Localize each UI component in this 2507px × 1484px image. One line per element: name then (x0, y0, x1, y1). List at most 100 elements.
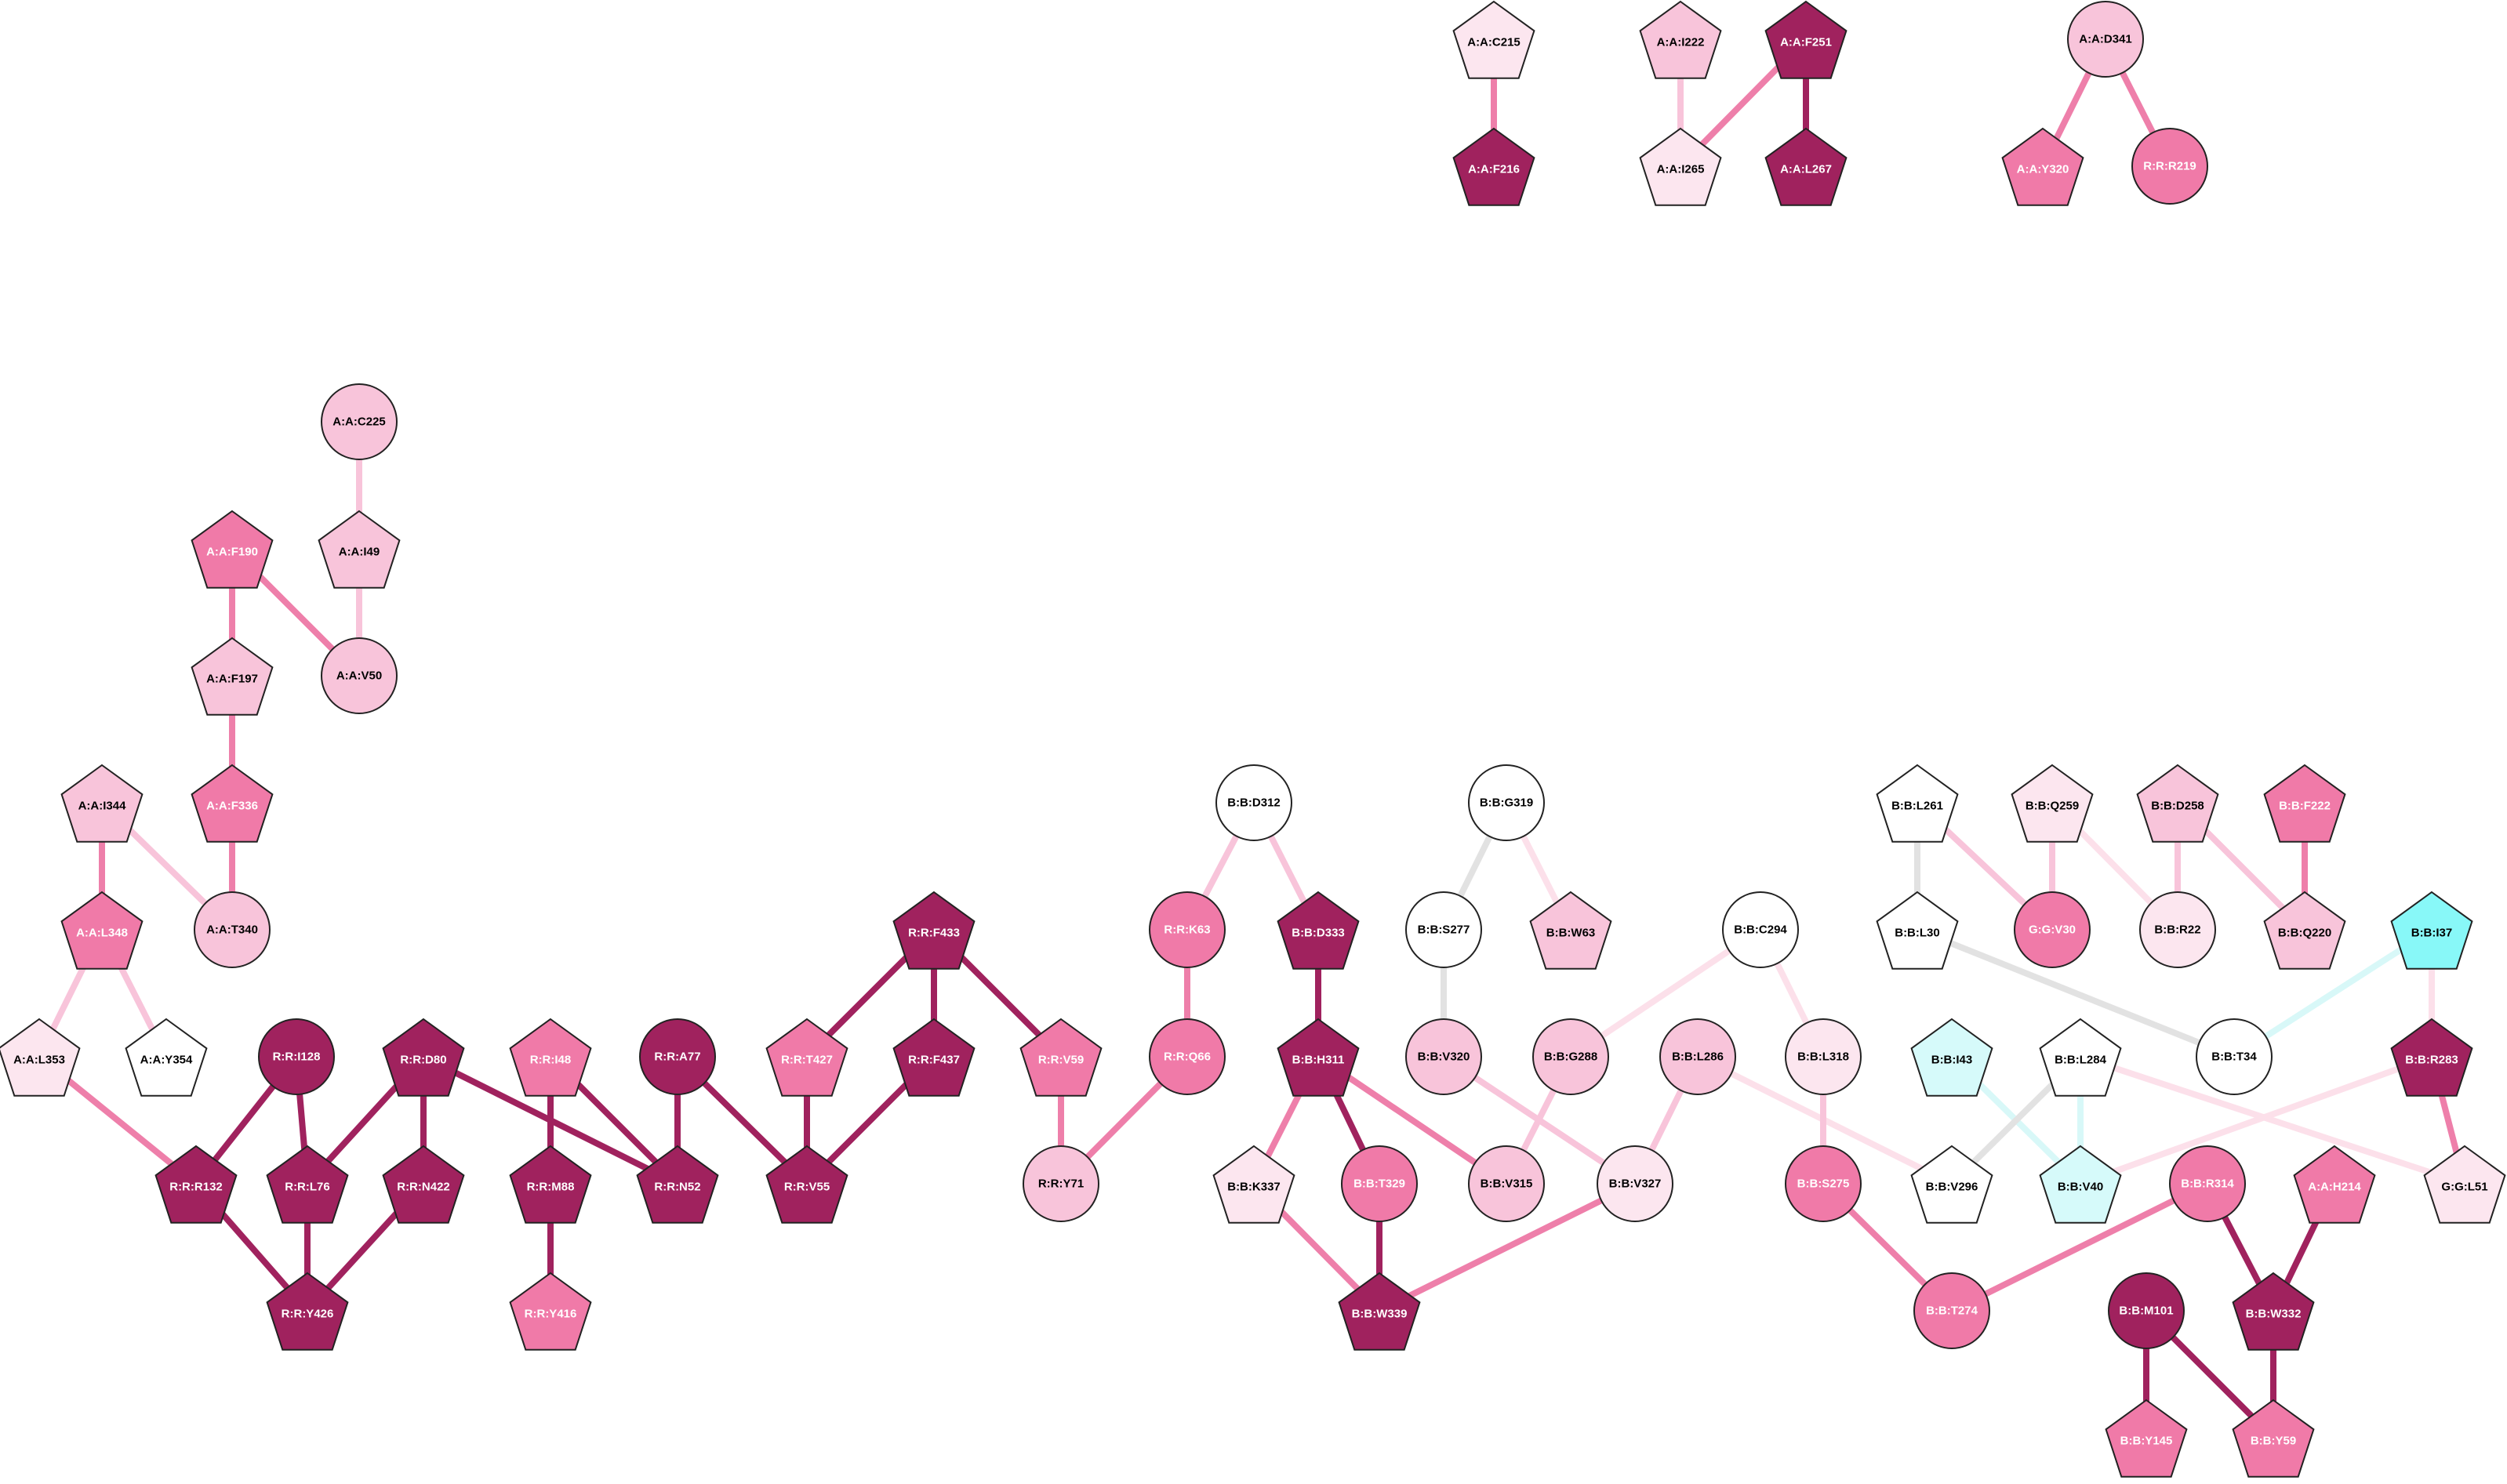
node-b-b-k337[interactable]: B:B:K337 (1212, 1145, 1295, 1224)
node-pentagon (0, 1018, 81, 1097)
node-b-b-l30[interactable]: B:B:L30 (1876, 891, 1959, 970)
node-a-a-f336[interactable]: A:A:F336 (191, 764, 274, 843)
node-b-b-r22[interactable]: B:B:R22 (2139, 891, 2216, 968)
node-b-b-q220[interactable]: B:B:Q220 (2263, 891, 2346, 970)
node-pentagon (2001, 127, 2084, 206)
node-r-r-r132[interactable]: R:R:R132 (154, 1145, 238, 1224)
node-b-b-g288[interactable]: B:B:G288 (1532, 1018, 1609, 1095)
node-b-b-i43[interactable]: B:B:I43 (1910, 1018, 1993, 1097)
node-b-b-v296[interactable]: B:B:V296 (1910, 1145, 1993, 1224)
node-b-b-g319[interactable]: B:B:G319 (1468, 764, 1545, 841)
node-r-r-y416[interactable]: R:R:Y416 (509, 1272, 592, 1351)
edge-b-b-r283-to-b-b-v40 (2079, 1054, 2433, 1187)
node-b-b-t329[interactable]: B:B:T329 (1341, 1145, 1418, 1222)
node-a-a-i222[interactable]: A:A:I222 (1639, 0, 1722, 79)
node-r-r-d80[interactable]: R:R:D80 (382, 1018, 465, 1097)
node-b-b-w339[interactable]: B:B:W339 (1338, 1272, 1421, 1351)
node-b-b-v40[interactable]: B:B:V40 (2039, 1145, 2122, 1224)
node-b-b-c294[interactable]: B:B:C294 (1722, 891, 1799, 968)
node-label: R:R:Y426 (282, 1308, 334, 1321)
node-b-b-d312[interactable]: B:B:D312 (1215, 764, 1292, 841)
node-b-b-s277[interactable]: B:B:S277 (1405, 891, 1482, 968)
node-a-a-i265[interactable]: A:A:I265 (1639, 127, 1722, 206)
node-b-b-l284[interactable]: B:B:L284 (2039, 1018, 2122, 1097)
node-b-b-v315[interactable]: B:B:V315 (1468, 1145, 1545, 1222)
node-r-r-y71[interactable]: R:R:Y71 (1023, 1145, 1099, 1222)
node-r-r-m88[interactable]: R:R:M88 (509, 1145, 592, 1224)
node-b-b-f222[interactable]: B:B:F222 (2263, 764, 2346, 843)
node-a-a-y354[interactable]: A:A:Y354 (125, 1018, 208, 1097)
node-a-a-f197[interactable]: A:A:F197 (191, 637, 274, 716)
node-r-r-f437[interactable]: R:R:F437 (892, 1018, 976, 1097)
node-b-b-m101[interactable]: B:B:M101 (2108, 1272, 2185, 1349)
node-a-a-c225[interactable]: A:A:C225 (321, 383, 398, 460)
node-b-b-q259[interactable]: B:B:Q259 (2011, 764, 2094, 843)
node-label: R:R:Q66 (1164, 1050, 1211, 1064)
node-r-r-a77[interactable]: R:R:A77 (639, 1018, 716, 1095)
node-label: A:A:D341 (2079, 33, 2132, 46)
node-b-b-r283[interactable]: B:B:R283 (2390, 1018, 2473, 1097)
node-r-r-f433[interactable]: R:R:F433 (892, 891, 976, 970)
node-g-g-l51[interactable]: G:G:L51 (2423, 1145, 2506, 1224)
node-b-b-i37[interactable]: B:B:I37 (2390, 891, 2473, 970)
node-r-r-y426[interactable]: R:R:Y426 (266, 1272, 349, 1351)
node-r-r-n52[interactable]: R:R:N52 (636, 1145, 719, 1224)
node-r-r-v59[interactable]: R:R:V59 (1019, 1018, 1103, 1097)
node-a-a-f216[interactable]: A:A:F216 (1452, 127, 1535, 206)
node-b-b-y145[interactable]: B:B:Y145 (2105, 1399, 2188, 1478)
node-b-b-l318[interactable]: B:B:L318 (1785, 1018, 1862, 1095)
node-g-g-v30[interactable]: G:G:V30 (2014, 891, 2091, 968)
node-b-b-l286[interactable]: B:B:L286 (1659, 1018, 1736, 1095)
node-label: B:B:F222 (2279, 800, 2331, 813)
node-r-r-r219[interactable]: R:R:R219 (2131, 128, 2208, 205)
node-a-a-t340[interactable]: A:A:T340 (194, 891, 271, 968)
node-circle (258, 1018, 335, 1095)
node-b-b-d258[interactable]: B:B:D258 (2136, 764, 2219, 843)
node-r-r-i48[interactable]: R:R:I48 (509, 1018, 592, 1097)
node-r-r-i128[interactable]: R:R:I128 (258, 1018, 335, 1095)
node-b-b-l261[interactable]: B:B:L261 (1876, 764, 1959, 843)
node-a-a-y320[interactable]: A:A:Y320 (2001, 127, 2084, 206)
node-label: A:A:L267 (1780, 163, 1832, 176)
node-a-a-l348[interactable]: A:A:L348 (60, 891, 144, 970)
node-r-r-t427[interactable]: R:R:T427 (765, 1018, 848, 1097)
node-pentagon (1212, 1145, 1295, 1224)
node-pentagon (154, 1145, 238, 1224)
node-b-b-d333[interactable]: B:B:D333 (1277, 891, 1360, 970)
node-r-r-v55[interactable]: R:R:V55 (765, 1145, 848, 1224)
node-label: B:B:V315 (1481, 1177, 1533, 1191)
node-r-r-q66[interactable]: R:R:Q66 (1149, 1018, 1226, 1095)
node-b-b-y59[interactable]: B:B:Y59 (2232, 1399, 2315, 1478)
node-pentagon (191, 764, 274, 843)
node-a-a-v50[interactable]: A:A:V50 (321, 637, 398, 714)
node-circle (1023, 1145, 1099, 1222)
node-a-a-i49[interactable]: A:A:I49 (318, 510, 401, 589)
node-circle (2139, 891, 2216, 968)
node-pentagon (2390, 891, 2473, 970)
node-circle (1149, 891, 1226, 968)
node-pentagon (1529, 891, 1612, 970)
node-a-a-l267[interactable]: A:A:L267 (1764, 127, 1848, 206)
node-label: R:R:F433 (908, 927, 960, 940)
node-a-a-h214[interactable]: A:A:H214 (2293, 1145, 2376, 1224)
node-a-a-f251[interactable]: A:A:F251 (1764, 0, 1848, 79)
node-b-b-w63[interactable]: B:B:W63 (1529, 891, 1612, 970)
node-a-a-f190[interactable]: A:A:F190 (191, 510, 274, 589)
node-r-r-l76[interactable]: R:R:L76 (266, 1145, 349, 1224)
node-a-a-i344[interactable]: A:A:I344 (60, 764, 144, 843)
node-label: A:A:C215 (1467, 36, 1521, 49)
node-b-b-v327[interactable]: B:B:V327 (1597, 1145, 1673, 1222)
node-a-a-d341[interactable]: A:A:D341 (2067, 1, 2144, 78)
node-b-b-h311[interactable]: B:B:H311 (1277, 1018, 1360, 1097)
node-b-b-r314[interactable]: B:B:R314 (2169, 1145, 2246, 1222)
node-r-r-n422[interactable]: R:R:N422 (382, 1145, 465, 1224)
node-b-b-s275[interactable]: B:B:S275 (1785, 1145, 1862, 1222)
node-b-b-t274[interactable]: B:B:T274 (1913, 1272, 1990, 1349)
node-b-b-v320[interactable]: B:B:V320 (1405, 1018, 1482, 1095)
node-r-r-k63[interactable]: R:R:K63 (1149, 891, 1226, 968)
node-label: B:B:Y59 (2251, 1435, 2296, 1448)
node-b-b-w332[interactable]: B:B:W332 (2232, 1272, 2315, 1351)
node-a-a-c215[interactable]: A:A:C215 (1452, 0, 1535, 79)
node-b-b-t34[interactable]: B:B:T34 (2196, 1018, 2273, 1095)
node-a-a-l353[interactable]: A:A:L353 (0, 1018, 81, 1097)
